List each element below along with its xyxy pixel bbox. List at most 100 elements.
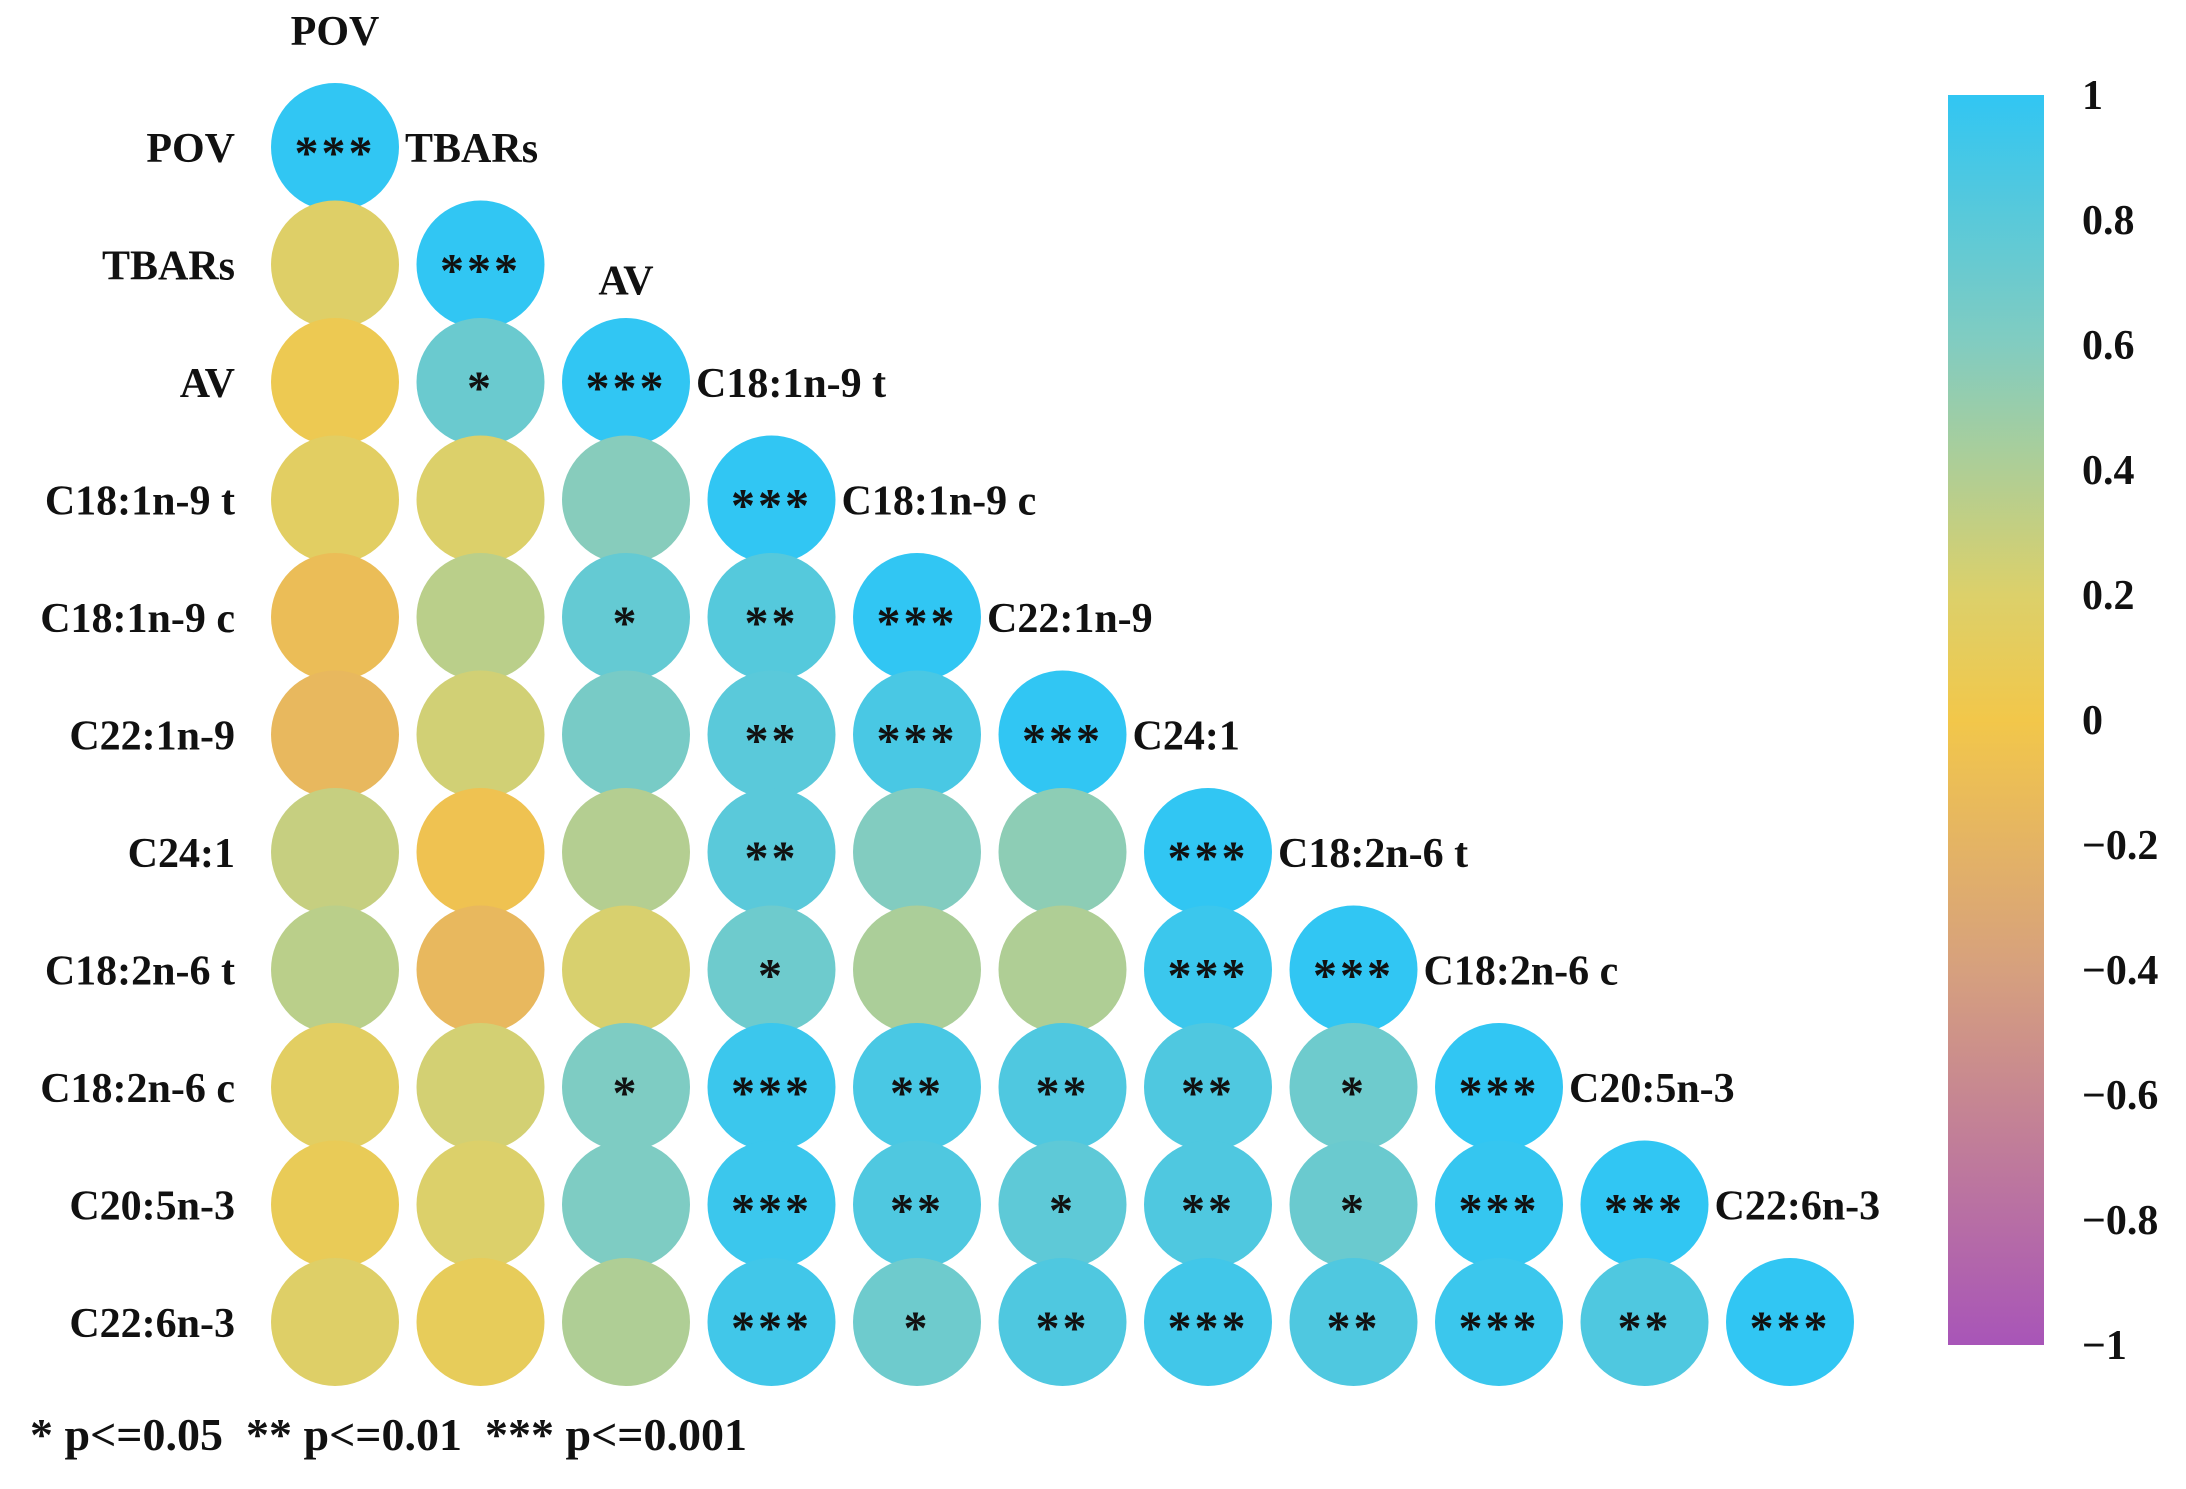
column-label-tbars: TBARs bbox=[405, 126, 538, 172]
cell-av-pov bbox=[271, 318, 399, 446]
significance-mark: ** bbox=[1036, 1302, 1090, 1355]
cell-c20-5n-3-c22-1n-9 bbox=[998, 1140, 1127, 1269]
significance-mark: ** bbox=[890, 1067, 944, 1120]
column-label-c18-2n-6-t: C18:2n-6 t bbox=[1278, 831, 1468, 877]
row-label-pov: POV bbox=[146, 126, 235, 172]
cell-c22-1n-9-c18-1n-9-t bbox=[707, 670, 836, 799]
significance-mark: ** bbox=[1618, 1302, 1672, 1355]
cell-c18-1n-9-c-pov bbox=[271, 553, 399, 681]
colorbar-tick-label: −0.4 bbox=[2082, 948, 2158, 994]
row-label-c22-1n-9: C22:1n-9 bbox=[69, 714, 235, 760]
colorbar-tick-label: 0.6 bbox=[2082, 323, 2135, 369]
significance-mark: * bbox=[467, 362, 494, 415]
significance-mark: ** bbox=[745, 715, 799, 768]
significance-mark: *** bbox=[877, 715, 958, 768]
cell-c18-1n-9-t-pov bbox=[271, 435, 399, 564]
cell-c22-6n-3-c22-6n-3 bbox=[1726, 1258, 1854, 1386]
cell-c18-1n-9-t-c18-1n-9-t bbox=[707, 435, 836, 564]
cell-c18-2n-6-t-c22-1n-9 bbox=[998, 905, 1127, 1034]
correlation-cells: ******* ******* ** ***** *** ***** **** *** ****… bbox=[271, 83, 1854, 1386]
colorbar bbox=[1948, 95, 2044, 1345]
cell-c18-2n-6-c-c24-1 bbox=[1144, 1023, 1272, 1151]
column-label-av: AV bbox=[598, 259, 653, 305]
significance-mark: *** bbox=[1168, 832, 1249, 885]
colorbar-tick-label: −0.8 bbox=[2082, 1198, 2158, 1244]
row-label-c20-5n-3: C20:5n-3 bbox=[69, 1184, 235, 1230]
cell-tbars-tbars bbox=[416, 200, 545, 329]
cell-c22-1n-9-c22-1n-9 bbox=[998, 670, 1127, 799]
cell-c20-5n-3-c18-2n-6-t bbox=[1289, 1140, 1418, 1269]
cell-c22-1n-9-av bbox=[562, 670, 690, 799]
cell-c22-6n-3-tbars bbox=[416, 1258, 545, 1386]
significance-mark: *** bbox=[1168, 950, 1249, 1003]
cell-c24-1-c22-1n-9 bbox=[998, 788, 1127, 916]
cell-c22-6n-3-av bbox=[562, 1258, 690, 1386]
cell-c24-1-c18-1n-9-c bbox=[853, 788, 981, 916]
significance-mark: *** bbox=[295, 127, 376, 180]
significance-legend: * p<=0.05 ** p<=0.01 *** p<=0.001 bbox=[30, 1409, 747, 1460]
significance-mark: * bbox=[1049, 1185, 1076, 1238]
row-label-c22-6n-3: C22:6n-3 bbox=[69, 1301, 235, 1347]
row-label-c18-2n-6-t: C18:2n-6 t bbox=[45, 949, 235, 995]
cell-c24-1-c18-1n-9-t bbox=[707, 788, 836, 916]
colorbar-tick-label: −0.2 bbox=[2082, 823, 2158, 869]
cell-c22-1n-9-c18-1n-9-c bbox=[853, 670, 981, 799]
colorbar-tick-label: 1 bbox=[2082, 73, 2103, 119]
cell-av-tbars bbox=[416, 318, 545, 446]
cell-c18-2n-6-t-c24-1 bbox=[1144, 905, 1272, 1034]
row-label-c18-2n-6-c: C18:2n-6 c bbox=[40, 1066, 235, 1112]
significance-mark: * bbox=[613, 1067, 640, 1120]
cell-c22-6n-3-c24-1 bbox=[1144, 1258, 1272, 1386]
column-label-c22-1n-9: C22:1n-9 bbox=[987, 596, 1153, 642]
cell-c18-2n-6-t-av bbox=[562, 905, 690, 1034]
cell-c20-5n-3-c18-1n-9-c bbox=[853, 1140, 981, 1269]
row-label-c18-1n-9-t: C18:1n-9 t bbox=[45, 479, 235, 525]
row-label-c24-1: C24:1 bbox=[128, 831, 235, 877]
cell-c18-2n-6-c-av bbox=[562, 1023, 690, 1151]
cell-c20-5n-3-c18-1n-9-t bbox=[707, 1140, 836, 1269]
cell-c18-2n-6-c-c18-1n-9-c bbox=[853, 1023, 981, 1151]
significance-mark: ** bbox=[1181, 1185, 1235, 1238]
cell-c18-2n-6-c-c18-1n-9-t bbox=[707, 1023, 836, 1151]
cell-tbars-pov bbox=[271, 200, 399, 329]
significance-mark: *** bbox=[1168, 1302, 1249, 1355]
colorbar-tick-label: −1 bbox=[2082, 1323, 2127, 1369]
significance-mark: * bbox=[1340, 1067, 1367, 1120]
column-label-c18-2n-6-c: C18:2n-6 c bbox=[1424, 949, 1619, 995]
significance-mark: *** bbox=[731, 1302, 812, 1355]
cell-c18-2n-6-t-c18-1n-9-t bbox=[707, 905, 836, 1034]
cell-c18-2n-6-t-c18-1n-9-c bbox=[853, 905, 981, 1034]
significance-mark: ** bbox=[1181, 1067, 1235, 1120]
cell-av-av bbox=[562, 318, 690, 446]
cell-c20-5n-3-pov bbox=[271, 1140, 399, 1269]
cell-c22-6n-3-c18-2n-6-c bbox=[1435, 1258, 1563, 1386]
significance-mark: *** bbox=[1459, 1302, 1540, 1355]
significance-mark: *** bbox=[586, 362, 667, 415]
cell-c24-1-av bbox=[562, 788, 690, 916]
cell-c22-6n-3-c18-1n-9-t bbox=[707, 1258, 836, 1386]
cell-c18-2n-6-t-c18-2n-6-t bbox=[1289, 905, 1418, 1034]
significance-mark: *** bbox=[731, 1185, 812, 1238]
significance-mark: *** bbox=[731, 1067, 812, 1120]
cell-c20-5n-3-av bbox=[562, 1140, 690, 1269]
significance-mark: *** bbox=[1459, 1185, 1540, 1238]
cell-c20-5n-3-c20-5n-3 bbox=[1580, 1140, 1709, 1269]
colorbar-ticks: 1 0.8 0.6 0.4 0.2 0 −0.2 −0.4 −0.6 −0.8 −1 bbox=[2082, 73, 2158, 1369]
significance-mark: ** bbox=[1327, 1302, 1381, 1355]
diagonal-labels: POV TBARs AV C18:1n-9 t C18:1n-9 c C22:1n-9 C2… bbox=[291, 9, 1881, 1230]
significance-mark: *** bbox=[1459, 1067, 1540, 1120]
cell-c18-1n-9-c-av bbox=[562, 553, 690, 681]
cell-c20-5n-3-tbars bbox=[416, 1140, 545, 1269]
significance-mark: *** bbox=[877, 597, 958, 650]
cell-c24-1-c24-1 bbox=[1144, 788, 1272, 916]
column-label-pov: POV bbox=[291, 9, 380, 55]
significance-mark: * bbox=[904, 1302, 931, 1355]
column-label-c18-1n-9-c: C18:1n-9 c bbox=[842, 479, 1037, 525]
column-label-c18-1n-9-t: C18:1n-9 t bbox=[696, 361, 886, 407]
cell-c22-1n-9-pov bbox=[271, 670, 399, 799]
cell-c22-6n-3-c18-2n-6-t bbox=[1289, 1258, 1418, 1386]
significance-mark: * bbox=[758, 950, 785, 1003]
colorbar-tick-label: 0.8 bbox=[2082, 198, 2135, 244]
significance-mark: *** bbox=[440, 245, 521, 298]
